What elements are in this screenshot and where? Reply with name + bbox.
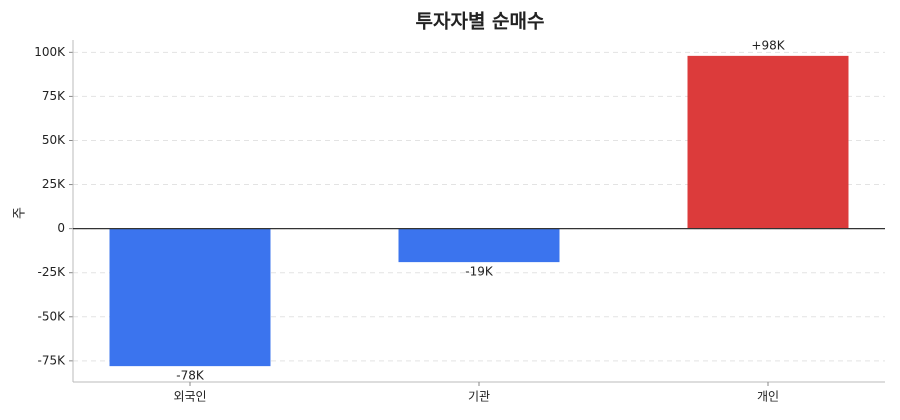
value-label: -78K (176, 369, 205, 383)
y-tick-label: -50K (38, 309, 67, 323)
y-tick-label: -75K (38, 353, 67, 367)
y-tick-label: 75K (42, 89, 66, 103)
bar (687, 55, 849, 229)
value-label: +98K (751, 38, 785, 52)
y-tick-label: -25K (38, 265, 67, 279)
x-tick-label: 기관 (468, 390, 490, 404)
chart-title: 투자자별 순매수 (416, 11, 545, 33)
y-axis-label: 주 (13, 207, 28, 219)
x-tick-label: 외국인 (173, 390, 206, 404)
value-label: -19K (465, 265, 494, 279)
y-tick-label: 0 (57, 221, 65, 235)
bar (109, 228, 271, 367)
bar (398, 228, 560, 263)
y-tick-label: 25K (42, 177, 66, 191)
y-tick-label: 100K (34, 45, 66, 59)
x-tick-label: 개인 (757, 390, 779, 404)
y-tick-label: 50K (42, 133, 66, 147)
